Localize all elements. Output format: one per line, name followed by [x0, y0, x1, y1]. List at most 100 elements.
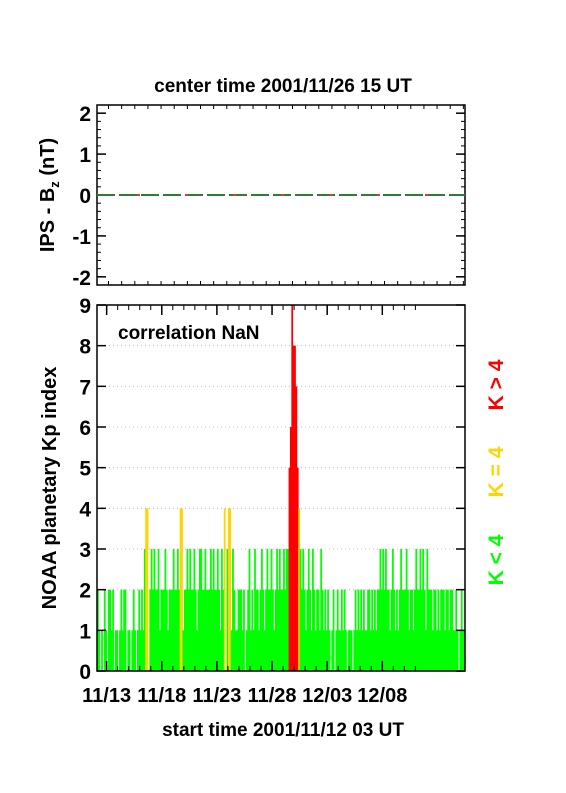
kp-bar: [108, 589, 110, 671]
kp-bar: [298, 508, 301, 671]
kp-bar: [265, 589, 267, 671]
kp-bar: [262, 589, 265, 671]
kp-bar: [422, 549, 425, 671]
kp-bar: [459, 630, 462, 671]
kp-bar: [425, 630, 427, 671]
kp-bar: [405, 549, 408, 671]
kp-bar: [419, 549, 422, 671]
kp-bar: [164, 549, 167, 671]
kp-bar: [296, 467, 299, 671]
kp-bar: [157, 549, 160, 671]
kp-bar: [386, 589, 389, 671]
kp-bar: [397, 630, 400, 671]
kp-bar: [345, 630, 347, 671]
kp-bar: [160, 589, 163, 671]
kp-bar: [230, 630, 233, 671]
kp-bar: [182, 630, 185, 671]
kp-bar: [420, 589, 423, 671]
kp-bar: [391, 549, 394, 671]
kp-bar: [186, 549, 189, 671]
kp-bar: [141, 589, 143, 671]
kp-bar: [436, 630, 438, 671]
kp-bar: [238, 589, 241, 671]
kp-bar: [172, 549, 175, 671]
kp-bar: [321, 589, 324, 671]
kp-bar: [437, 589, 440, 671]
kp-index-panel: 0 1 2 3 4 5 6 7 8 9 11/13 11/18 11/23 11/28 12/03 12/0…: [39, 295, 508, 741]
kp-y-tick-label: 3: [79, 539, 91, 562]
kp-bar: [197, 589, 200, 671]
kp-bar: [325, 630, 328, 671]
kp-bar: [276, 549, 278, 671]
kp-bar: [350, 630, 353, 671]
kp-bar: [285, 549, 288, 671]
kp-bar: [248, 549, 251, 671]
kp-bar: [153, 549, 156, 671]
kp-bar: [145, 508, 148, 671]
kp-x-tick-label: 12/03: [302, 685, 352, 707]
kp-bar: [200, 549, 203, 671]
kp-bar: [152, 589, 154, 671]
kp-legend-label: K < 4: [485, 534, 508, 585]
kp-bar: [280, 589, 283, 671]
kp-bar: [367, 589, 369, 671]
kp-bar: [327, 589, 329, 671]
kp-bar: [269, 589, 272, 671]
ips-bz-y-axis-label-unit: (nT): [37, 138, 59, 181]
kp-bar: [267, 589, 270, 671]
kp-bar: [394, 630, 397, 671]
kp-y-tick-label: 1: [79, 620, 91, 643]
kp-bar: [289, 427, 292, 671]
kp-bar: [207, 589, 210, 671]
kp-bar: [374, 589, 376, 671]
kp-bar: [176, 549, 179, 671]
kp-bar: [445, 589, 448, 671]
kp-bar: [159, 630, 161, 671]
kp-bar: [400, 549, 402, 671]
kp-bar: [358, 630, 361, 671]
kp-plot-frame: [96, 304, 466, 672]
kp-bar: [110, 630, 113, 671]
kp-bar: [251, 589, 254, 671]
kp-bar: [278, 549, 281, 671]
kp-bar: [331, 630, 334, 671]
kp-bar: [316, 589, 318, 671]
kp-bar: [146, 508, 149, 671]
kp-bar: [121, 630, 124, 671]
kp-bar: [138, 589, 141, 671]
kp-x-tick-label: 11/28: [248, 685, 297, 707]
kp-bar: [178, 589, 181, 671]
kp-bar: [123, 589, 125, 671]
kp-bar: [183, 589, 186, 671]
ips-bz-x-minor-ticks: [108, 105, 464, 285]
kp-bar: [243, 589, 245, 671]
kp-bar: [402, 589, 405, 671]
kp-bar: [328, 630, 331, 671]
kp-bar: [414, 589, 416, 671]
kp-bar: [273, 630, 276, 671]
kp-bar: [342, 630, 345, 671]
kp-bar: [241, 630, 244, 671]
kp-bar: [255, 589, 258, 671]
kp-bar: [408, 630, 411, 671]
kp-bar: [165, 589, 168, 671]
kp-bar: [266, 549, 269, 671]
kp-bar: [233, 589, 236, 671]
kp-bar: [214, 589, 216, 671]
kp-bar: [259, 589, 262, 671]
kp-bar: [378, 589, 380, 671]
kp-bar: [318, 630, 321, 671]
kp-bar: [142, 630, 145, 671]
kp-bar: [149, 589, 152, 671]
kp-bar: [411, 589, 414, 671]
kp-bar: [263, 630, 266, 671]
kp-bar: [189, 549, 192, 671]
kp-bar: [270, 549, 273, 671]
kp-bar: [283, 549, 285, 671]
kp-bar: [380, 589, 383, 671]
kp-bar: [375, 630, 378, 671]
kp-bar: [105, 630, 108, 671]
kp-bar: [340, 589, 343, 671]
correlation-annotation: correlation NaN: [118, 323, 259, 344]
kp-bar: [218, 589, 221, 671]
